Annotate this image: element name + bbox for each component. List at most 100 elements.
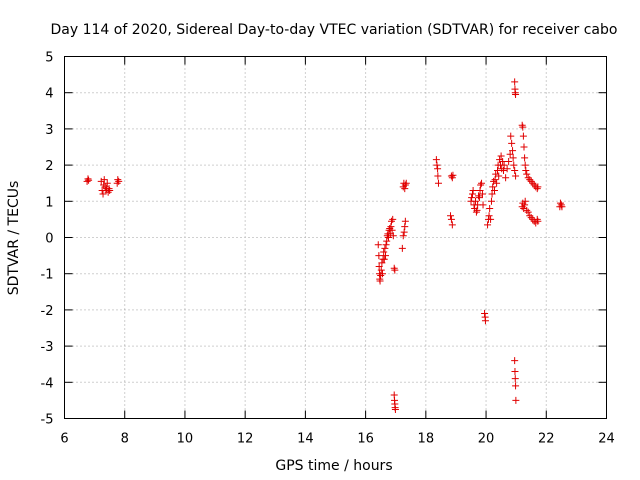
data-point bbox=[534, 217, 542, 225]
data-point bbox=[533, 215, 541, 223]
data-points bbox=[83, 78, 566, 413]
data-point bbox=[511, 167, 519, 175]
data-point bbox=[509, 147, 517, 155]
chart-title: Day 114 of 2020, Sidereal Day-to-day VTE… bbox=[51, 22, 618, 38]
data-point bbox=[507, 132, 515, 140]
data-point bbox=[381, 252, 389, 260]
data-point bbox=[481, 310, 489, 318]
data-point bbox=[496, 156, 504, 164]
data-point bbox=[479, 201, 487, 209]
data-point bbox=[522, 167, 530, 175]
data-point bbox=[500, 167, 508, 175]
data-point bbox=[389, 215, 397, 223]
data-point bbox=[524, 208, 532, 216]
data-point bbox=[497, 152, 505, 160]
data-point bbox=[388, 217, 396, 225]
data-point bbox=[521, 197, 529, 205]
y-tick-label-5: 5 bbox=[45, 51, 53, 66]
data-point bbox=[512, 172, 520, 180]
x-tick-label-10: 10 bbox=[177, 432, 194, 447]
data-point bbox=[376, 277, 384, 285]
data-point bbox=[469, 186, 477, 194]
data-point bbox=[478, 190, 486, 198]
data-point bbox=[434, 172, 442, 180]
y-tick-label-1: 1 bbox=[45, 195, 53, 210]
data-point bbox=[103, 179, 111, 187]
data-point bbox=[510, 161, 518, 169]
data-point bbox=[447, 172, 455, 180]
data-point bbox=[387, 223, 395, 231]
data-point bbox=[527, 214, 535, 222]
data-point bbox=[529, 179, 537, 187]
data-point bbox=[487, 197, 495, 205]
data-point bbox=[389, 232, 397, 240]
data-point bbox=[401, 217, 409, 225]
y-tick-label--5: -5 bbox=[41, 413, 54, 428]
data-point bbox=[492, 170, 500, 178]
data-point bbox=[433, 161, 441, 169]
data-point bbox=[511, 367, 519, 375]
data-point bbox=[391, 405, 399, 413]
data-point bbox=[432, 156, 440, 164]
data-point bbox=[478, 179, 486, 187]
data-point bbox=[493, 167, 501, 175]
data-point bbox=[105, 185, 113, 193]
data-point bbox=[481, 317, 489, 325]
data-point bbox=[476, 186, 484, 194]
data-point bbox=[382, 241, 390, 249]
data-point bbox=[400, 228, 408, 236]
data-point bbox=[473, 206, 481, 214]
data-point bbox=[115, 177, 123, 185]
data-point bbox=[377, 272, 385, 280]
x-tick-label-8: 8 bbox=[121, 432, 129, 447]
data-point bbox=[472, 208, 480, 216]
data-point bbox=[106, 186, 114, 194]
data-point bbox=[512, 396, 520, 404]
data-point bbox=[449, 171, 457, 179]
data-point bbox=[495, 172, 503, 180]
data-point bbox=[398, 244, 406, 252]
data-point bbox=[374, 241, 382, 249]
data-point bbox=[556, 199, 564, 207]
grid bbox=[64, 56, 607, 419]
x-tick-label-18: 18 bbox=[418, 432, 435, 447]
data-point bbox=[399, 232, 407, 240]
y-tick-label-4: 4 bbox=[45, 87, 53, 102]
data-point bbox=[527, 177, 535, 185]
x-tick-label-16: 16 bbox=[357, 432, 374, 447]
data-point bbox=[530, 181, 538, 189]
data-point bbox=[477, 181, 485, 189]
data-point bbox=[509, 154, 517, 162]
data-point bbox=[500, 161, 508, 169]
data-point bbox=[401, 185, 409, 193]
data-point bbox=[489, 183, 497, 191]
data-point bbox=[502, 174, 510, 182]
data-point bbox=[505, 157, 513, 165]
data-point bbox=[521, 201, 529, 209]
data-point bbox=[485, 212, 493, 220]
data-point bbox=[519, 132, 527, 140]
data-point bbox=[512, 382, 520, 390]
y-tick-label-0: 0 bbox=[45, 232, 53, 247]
y-tick-label-2: 2 bbox=[45, 159, 53, 174]
data-point bbox=[499, 157, 507, 165]
data-point bbox=[521, 154, 529, 162]
data-point bbox=[383, 237, 391, 245]
x-tick-label-20: 20 bbox=[478, 432, 495, 447]
data-point bbox=[401, 223, 409, 231]
data-point bbox=[101, 183, 109, 191]
data-point bbox=[375, 262, 383, 270]
data-point bbox=[484, 221, 492, 229]
data-point bbox=[488, 190, 496, 198]
y-tick-label--3: -3 bbox=[41, 340, 54, 355]
data-point bbox=[511, 375, 519, 383]
data-point bbox=[447, 212, 455, 220]
data-point bbox=[469, 190, 477, 198]
data-point bbox=[475, 192, 483, 200]
data-point bbox=[524, 174, 532, 182]
y-axis-label: SDTVAR / TECUs bbox=[6, 181, 22, 296]
data-point bbox=[104, 188, 112, 196]
data-point bbox=[521, 161, 529, 169]
data-point bbox=[486, 205, 494, 213]
